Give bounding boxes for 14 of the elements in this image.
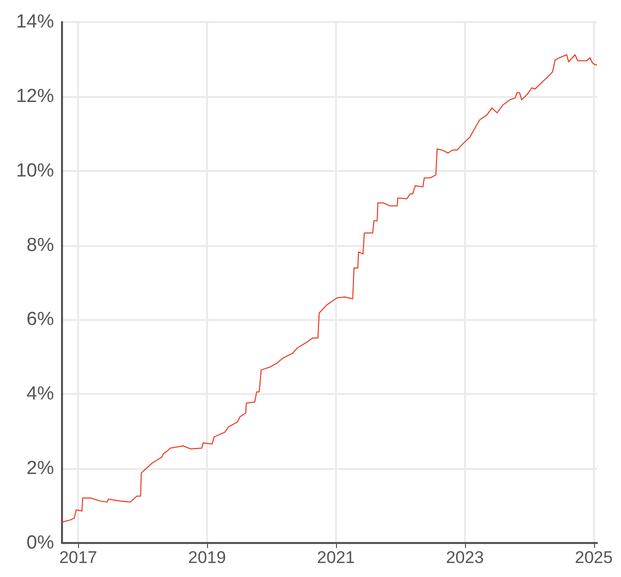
y-tick-label: 6% [26, 309, 54, 330]
x-tick-label: 2019 [188, 548, 226, 567]
y-tick-label: 12% [16, 86, 54, 107]
x-tick-label: 2023 [446, 548, 484, 567]
x-tick-label: 2017 [59, 548, 98, 567]
y-tick-label: 10% [16, 160, 54, 182]
line-series [62, 54, 598, 523]
y-tick-label: 2% [26, 458, 54, 480]
y-tick-label: 4% [26, 384, 54, 405]
y-tick-label: 0% [26, 532, 54, 554]
y-tick-label: 14% [16, 12, 54, 32]
x-tick-label: 2021 [317, 548, 355, 567]
x-tick-label: 2025 [574, 548, 613, 567]
y-tick-label: 8% [26, 234, 54, 256]
